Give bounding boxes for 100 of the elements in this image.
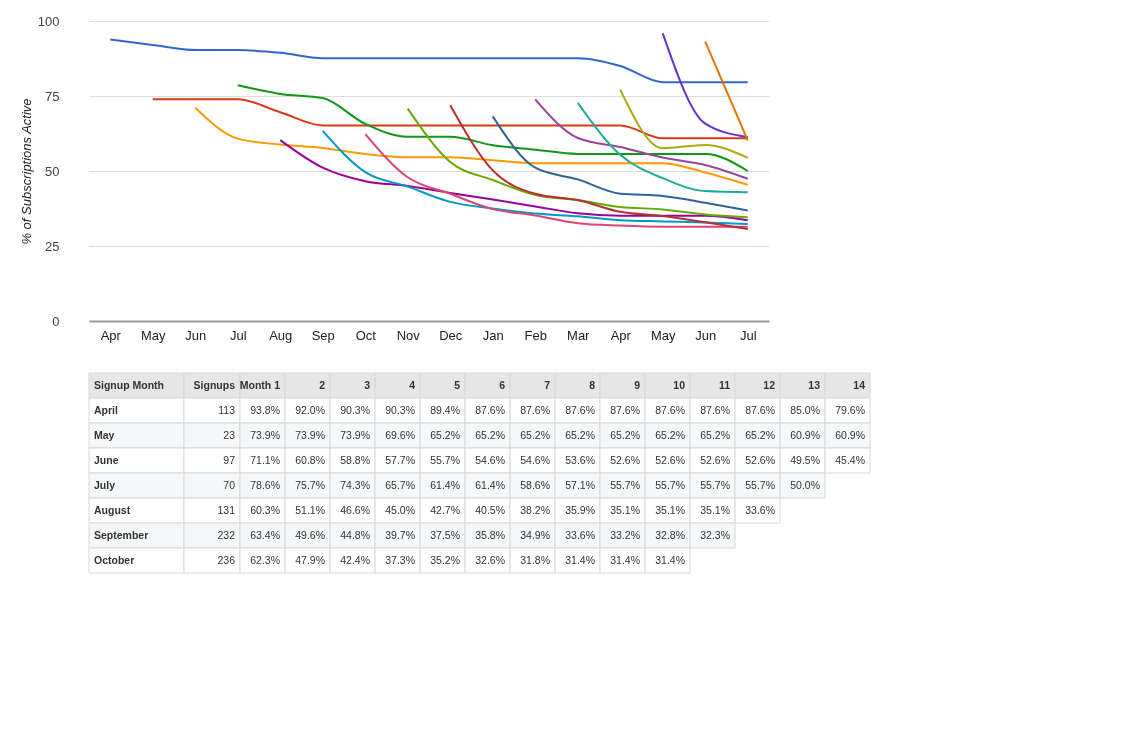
text: 87.6%: [565, 403, 595, 416]
text: 60.3%: [250, 503, 280, 516]
text: 40.5%: [475, 503, 505, 516]
line-series: [236, 84, 749, 172]
text: 31.4%: [610, 553, 640, 566]
text: 73.9%: [250, 428, 280, 441]
x-tick-label: Apr: [610, 327, 632, 343]
category-label: Month 1: [239, 378, 281, 391]
category-label: October: [94, 553, 135, 566]
category-label: 13: [808, 378, 821, 391]
text: 57.1%: [565, 478, 595, 491]
y-tick-label: 25: [45, 238, 60, 254]
text: 52.6%: [655, 453, 685, 466]
category-label: August: [94, 503, 131, 516]
text: 65.2%: [655, 428, 685, 441]
text: 55.7%: [430, 453, 460, 466]
text: 31.4%: [655, 553, 685, 566]
text: 90.3%: [340, 403, 370, 416]
text: 60.8%: [295, 453, 325, 466]
text: 49.6%: [295, 528, 325, 541]
x-tick-label: Oct: [355, 327, 377, 343]
text: 32.8%: [655, 528, 685, 541]
category-label: July: [94, 478, 116, 491]
text: 44.8%: [340, 528, 370, 541]
text: 78.6%: [250, 478, 280, 491]
text: 87.6%: [520, 403, 550, 416]
text: 55.7%: [610, 478, 640, 491]
y-tick-label: 0: [52, 313, 60, 329]
text: 33.6%: [565, 528, 595, 541]
line-series: [151, 98, 749, 140]
text: 45.0%: [385, 503, 415, 516]
x-tick-label: Apr: [100, 327, 122, 343]
text: 69.6%: [385, 428, 415, 441]
text: 38.2%: [520, 503, 550, 516]
x-tick-label: Jun: [185, 327, 207, 343]
text: 75.7%: [295, 478, 325, 491]
text: 87.6%: [610, 403, 640, 416]
text: 73.9%: [295, 428, 325, 441]
text: 39.7%: [385, 528, 415, 541]
category-label: 5: [454, 378, 461, 391]
category-label: 6: [499, 378, 506, 391]
x-tick-label: May: [650, 327, 677, 343]
text: 65.2%: [610, 428, 640, 441]
x-tick-label: Sep: [311, 327, 335, 343]
category-label: May: [94, 428, 115, 441]
text: 35.8%: [475, 528, 505, 541]
text: 61.4%: [475, 478, 505, 491]
category-label: 11: [718, 378, 731, 391]
x-tick-label: Dec: [439, 327, 463, 343]
line-series: [109, 38, 749, 84]
text: 85.0%: [790, 403, 820, 416]
text: 50.0%: [790, 478, 820, 491]
text: 52.6%: [610, 453, 640, 466]
text: 65.2%: [475, 428, 505, 441]
text: 87.6%: [700, 403, 730, 416]
text: 58.6%: [520, 478, 550, 491]
text: 33.2%: [610, 528, 640, 541]
text: 90.3%: [385, 403, 415, 416]
category-label: June: [94, 453, 119, 466]
text: 232: [217, 528, 235, 541]
text: 65.2%: [430, 428, 460, 441]
text: 55.7%: [745, 478, 775, 491]
category-label: Signups: [193, 378, 236, 391]
line-series: [194, 106, 749, 186]
text: 113: [218, 403, 235, 416]
category-label: September: [94, 528, 149, 541]
text: 35.1%: [610, 503, 640, 516]
text: 65.7%: [385, 478, 415, 491]
text: 51.1%: [295, 503, 325, 516]
text: 70: [223, 478, 235, 491]
text: 31.4%: [565, 553, 595, 566]
category-label: 10: [673, 378, 686, 391]
category-label: Signup Month: [94, 378, 164, 391]
x-tick-label: Nov: [396, 327, 421, 343]
text: 53.6%: [565, 453, 595, 466]
text: 37.5%: [430, 528, 460, 541]
text: 35.1%: [700, 503, 730, 516]
text: 89.4%: [430, 403, 460, 416]
text: 49.5%: [790, 453, 820, 466]
text: 87.6%: [655, 403, 685, 416]
x-tick-label: Aug: [269, 327, 293, 343]
text: 54.6%: [520, 453, 550, 466]
text: 47.9%: [295, 553, 325, 566]
text: 37.3%: [385, 553, 415, 566]
line-series: [279, 139, 749, 222]
text: 45.4%: [835, 453, 865, 466]
line-series: [619, 88, 749, 159]
text: 55.7%: [655, 478, 685, 491]
x-tick-label: Jun: [695, 327, 717, 343]
text: 32.3%: [700, 528, 730, 541]
text: 35.9%: [565, 503, 595, 516]
text: 73.9%: [340, 428, 370, 441]
text: 92.0%: [295, 403, 325, 416]
text: 31.8%: [520, 553, 550, 566]
text: 58.8%: [340, 453, 370, 466]
text: 65.2%: [520, 428, 550, 441]
text: 93.8%: [250, 403, 280, 416]
text: 131: [217, 503, 235, 516]
text: 60.9%: [835, 428, 865, 441]
y-tick-label: 100: [37, 13, 60, 29]
